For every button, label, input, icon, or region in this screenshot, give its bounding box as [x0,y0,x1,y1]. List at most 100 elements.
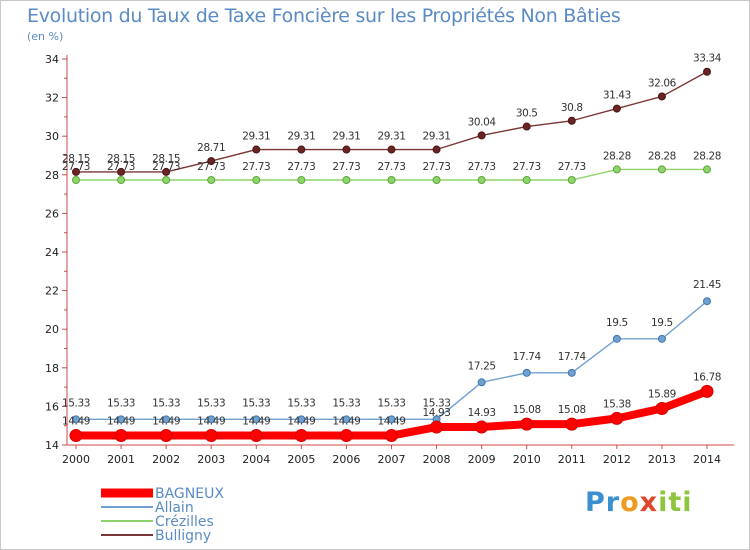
data-label: 14.49 [62,416,90,428]
data-point [207,176,216,185]
data-label: 28.15 [62,153,90,165]
data-point [252,176,261,185]
data-label: 15.33 [197,397,225,409]
data-point [69,429,83,443]
y-tick-label: 26 [45,207,59,220]
data-point [610,411,624,425]
data-label: 14.93 [468,407,496,419]
data-point [339,429,353,443]
y-tick-label: 22 [45,285,59,298]
data-label: 14.49 [242,416,270,428]
data-point [655,402,669,416]
series-lines [69,67,714,443]
data-label: 27.73 [468,161,496,173]
data-point [475,420,489,434]
data-label: 30.8 [561,102,583,114]
data-label: 32.06 [648,77,677,89]
data-label: 29.31 [287,131,315,143]
data-label: 15.08 [558,404,586,416]
data-point [612,165,621,174]
chart-title: Evolution du Taux de Taxe Foncière sur l… [27,5,621,27]
legend-label: Bulligny [155,528,211,544]
data-label: 29.31 [423,131,451,143]
data-point [72,415,80,424]
data-label: 15.33 [107,397,135,409]
data-point [703,297,711,306]
data-label: 27.73 [287,161,315,173]
data-label: 27.73 [513,161,541,173]
y-tick-label: 34 [45,53,59,66]
data-point [162,415,171,424]
y-tick-label: 32 [45,92,59,105]
data-label: 28.71 [197,142,225,154]
x-tick-label: 2001 [107,453,135,466]
data-label: 15.38 [603,398,631,410]
x-tick-label: 2009 [468,453,496,466]
y-tick-label: 14 [45,439,59,452]
data-point [159,429,173,443]
data-label: 15.33 [62,397,90,409]
data-label: 15.33 [332,397,360,409]
data-label: 31.43 [603,90,631,102]
y-tick-label: 20 [45,323,59,336]
data-label: 15.33 [287,397,315,409]
data-label: 15.33 [423,397,451,409]
data-point [432,176,441,185]
data-label: 15.08 [513,404,541,416]
data-point [522,176,531,185]
data-point [207,157,216,166]
y-tick-label: 30 [45,130,59,143]
data-label: 27.73 [107,161,135,173]
data-point [162,167,171,176]
x-tick-label: 2008 [423,453,451,466]
data-point [204,429,218,443]
data-point [565,417,579,431]
x-tick-label: 2011 [558,453,586,466]
data-point [342,145,351,154]
data-point [252,415,261,424]
data-label: 17.74 [513,351,542,363]
data-label: 29.31 [332,131,360,143]
proxiti-logo: Proxiti [585,487,693,518]
data-point [117,176,126,185]
y-tick-label: 16 [45,400,59,413]
data-point [612,334,621,343]
data-point [249,429,263,443]
data-label: 14.49 [287,416,315,428]
data-point [520,417,534,431]
data-point [432,145,441,154]
data-point [700,384,714,398]
data-point [117,167,126,176]
data-label: 29.31 [377,131,405,143]
data-label: 29.31 [242,131,270,143]
x-tick-label: 2012 [603,453,631,466]
data-label: 28.28 [693,150,721,162]
data-label: 28.28 [603,150,631,162]
data-label: 17.74 [558,351,587,363]
data-point [477,131,486,140]
data-point [703,67,711,76]
x-tick-label: 2007 [378,453,406,466]
legend-label: Crézilles [155,514,214,530]
data-label: 28.15 [152,153,180,165]
data-point [297,145,306,154]
x-tick-label: 2002 [152,453,180,466]
data-point [657,165,666,174]
data-point [477,176,486,185]
y-tick-label: 28 [45,169,59,182]
data-label: 14.93 [423,407,451,419]
data-point [294,429,308,443]
data-point [342,415,351,424]
data-label: 14.49 [107,416,135,428]
data-label: 27.73 [62,161,90,173]
chart-subtitle: (en %) [27,30,64,43]
data-label: 19.5 [606,317,628,329]
data-label: 19.5 [651,317,673,329]
data-point [162,176,171,185]
data-point [387,415,396,424]
x-tick-label: 2005 [287,453,315,466]
data-point [297,176,306,185]
data-label: 28.28 [648,150,676,162]
